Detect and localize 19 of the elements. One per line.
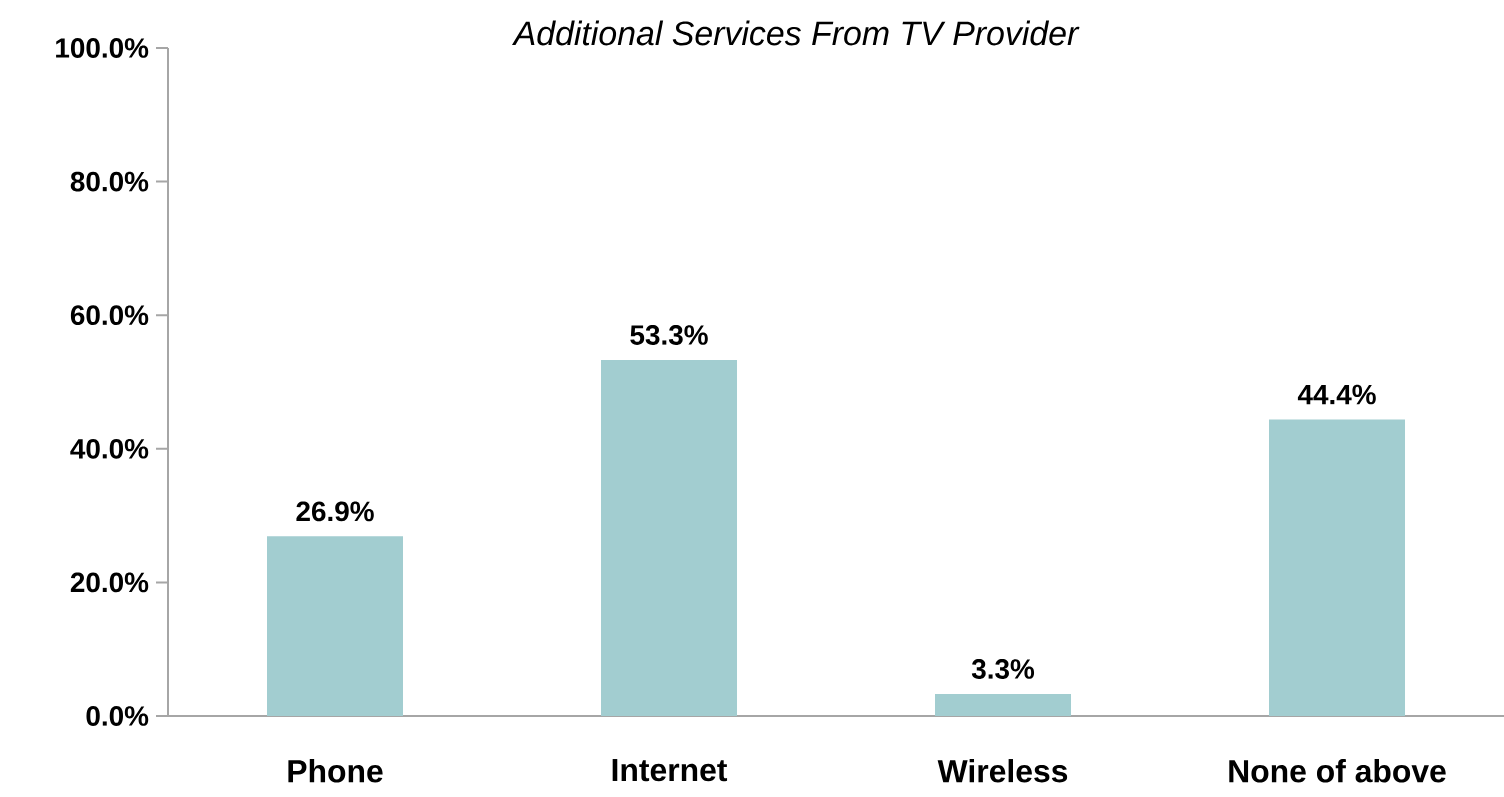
y-tick-label: 40.0% <box>70 438 149 459</box>
y-tick-label: 20.0% <box>70 572 149 593</box>
x-tick-label: None of above <box>1229 759 1446 783</box>
bar <box>1269 419 1406 716</box>
x-tick-label: Internet <box>612 759 728 782</box>
bar <box>935 693 1072 716</box>
x-tick-label: Wireless <box>937 759 1068 783</box>
data-label: 26.9% <box>296 501 374 522</box>
data-label: 3.3% <box>971 659 1035 679</box>
y-tick-label: 100.0% <box>56 38 149 58</box>
chart-title: Additional Services From TV Provider <box>511 20 1080 46</box>
bar <box>267 536 403 716</box>
y-tick-label: 0.0% <box>86 706 149 726</box>
bar <box>601 359 738 716</box>
y-tick-label: 60.0% <box>70 305 149 326</box>
x-tick-label: Phone <box>288 759 383 783</box>
data-label: 44.4% <box>1297 384 1376 405</box>
data-label: 53.3% <box>630 325 708 345</box>
y-tick-label: 80.0% <box>70 171 149 192</box>
